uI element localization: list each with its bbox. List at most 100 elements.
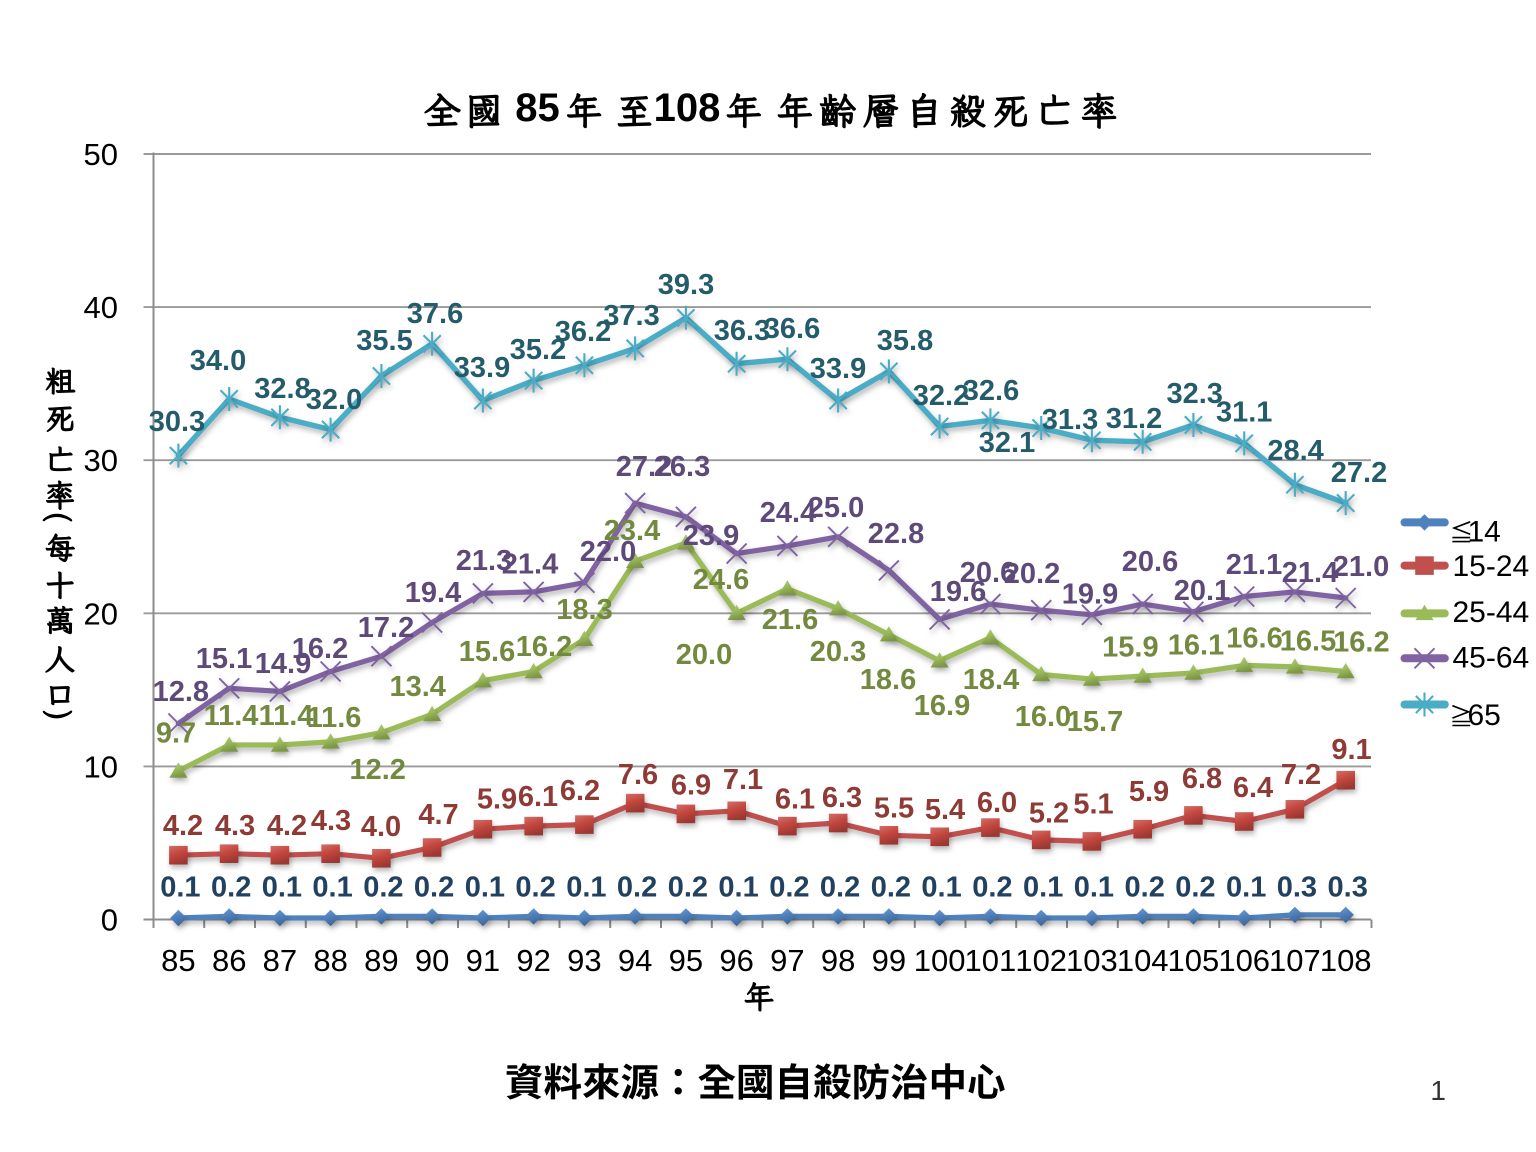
svg-text:28.4: 28.4 [1267, 435, 1323, 467]
svg-text:0: 0 [101, 903, 118, 938]
svg-text:0.1: 0.1 [1226, 872, 1266, 904]
svg-text:100: 100 [914, 943, 966, 978]
svg-text:9.7: 9.7 [156, 718, 196, 750]
svg-text:96: 96 [719, 943, 753, 978]
svg-text:104: 104 [1117, 943, 1169, 978]
svg-text:0.1: 0.1 [160, 872, 200, 904]
svg-text:85: 85 [515, 86, 560, 130]
svg-text:17.2: 17.2 [358, 612, 414, 644]
svg-text:40: 40 [84, 290, 118, 325]
svg-text:0.2: 0.2 [211, 872, 251, 904]
svg-text:20.2: 20.2 [1004, 558, 1060, 590]
svg-text:24.6: 24.6 [693, 564, 749, 596]
svg-text:6.4: 6.4 [1233, 772, 1273, 804]
svg-text:7.2: 7.2 [1281, 759, 1321, 791]
svg-text:30: 30 [84, 443, 118, 478]
svg-text:20.6: 20.6 [1122, 546, 1178, 578]
svg-text:21.4: 21.4 [1282, 557, 1338, 589]
svg-text:89: 89 [364, 943, 398, 978]
svg-text:0.3: 0.3 [1277, 872, 1317, 904]
svg-text:0.2: 0.2 [617, 872, 657, 904]
svg-text:36.3: 36.3 [714, 315, 770, 347]
svg-text:27.2: 27.2 [1331, 457, 1387, 489]
svg-text:18.4: 18.4 [963, 664, 1019, 696]
svg-text:0.3: 0.3 [1328, 872, 1368, 904]
svg-text:33.9: 33.9 [810, 353, 866, 385]
svg-text:12.8: 12.8 [153, 676, 209, 708]
svg-text:45-64: 45-64 [1453, 642, 1530, 675]
svg-text:31.3: 31.3 [1042, 404, 1098, 436]
svg-text:0.1: 0.1 [1023, 872, 1063, 904]
svg-text:4.7: 4.7 [418, 799, 458, 831]
svg-text:32.3: 32.3 [1166, 378, 1222, 410]
svg-text:23.4: 23.4 [604, 515, 660, 547]
svg-text:32.2: 32.2 [913, 380, 969, 412]
svg-text:13.4: 13.4 [389, 671, 445, 703]
svg-text:105: 105 [1168, 943, 1220, 978]
svg-text:4.3: 4.3 [215, 810, 255, 842]
svg-text:50: 50 [84, 137, 118, 172]
svg-text:4.2: 4.2 [163, 810, 203, 842]
svg-text:108: 108 [1320, 943, 1372, 978]
svg-text:86: 86 [212, 943, 246, 978]
svg-text:0.1: 0.1 [566, 872, 606, 904]
svg-text:5.4: 5.4 [925, 794, 965, 826]
svg-text:90: 90 [415, 943, 449, 978]
svg-text:98: 98 [821, 943, 855, 978]
svg-text:27.2: 27.2 [616, 451, 672, 483]
svg-text:20: 20 [84, 596, 118, 631]
svg-text:24.4: 24.4 [760, 497, 816, 529]
svg-text:9.1: 9.1 [1331, 734, 1371, 766]
svg-text:94: 94 [618, 943, 652, 978]
svg-text:10: 10 [84, 749, 118, 784]
svg-text:6.1: 6.1 [775, 784, 815, 816]
svg-text:22.0: 22.0 [580, 536, 636, 568]
svg-text:34.0: 34.0 [190, 345, 246, 377]
svg-text:0.1: 0.1 [921, 872, 961, 904]
svg-text:0.2: 0.2 [972, 872, 1012, 904]
svg-text:12.2: 12.2 [349, 754, 405, 786]
svg-text:0.2: 0.2 [820, 872, 860, 904]
svg-text:15.9: 15.9 [1102, 632, 1158, 664]
svg-text:6.1: 6.1 [518, 781, 558, 813]
svg-text:37.6: 37.6 [407, 298, 463, 330]
svg-text:4.2: 4.2 [267, 810, 307, 842]
svg-text:19.6: 19.6 [930, 576, 986, 608]
svg-text:35.2: 35.2 [510, 334, 566, 366]
svg-text:32.1: 32.1 [979, 427, 1035, 459]
svg-text:31.1: 31.1 [1216, 397, 1272, 429]
svg-text:19.9: 19.9 [1062, 579, 1118, 611]
svg-text:15.1: 15.1 [196, 643, 252, 675]
svg-text:30.3: 30.3 [149, 406, 205, 438]
svg-text:5.9: 5.9 [1129, 776, 1169, 808]
svg-text:4.3: 4.3 [311, 805, 351, 837]
svg-text:91: 91 [466, 943, 500, 978]
svg-text:35.5: 35.5 [356, 325, 412, 357]
svg-text:32.6: 32.6 [963, 375, 1019, 407]
svg-text:0.2: 0.2 [769, 872, 809, 904]
svg-text:20.1: 20.1 [1174, 575, 1230, 607]
svg-text:87: 87 [263, 943, 297, 978]
svg-text:14: 14 [1468, 515, 1501, 548]
svg-text:108: 108 [654, 86, 721, 130]
svg-text:15.6: 15.6 [459, 636, 515, 668]
svg-text:0.1: 0.1 [465, 872, 505, 904]
svg-text:15-24: 15-24 [1453, 550, 1530, 583]
svg-text:1: 1 [1430, 1075, 1446, 1106]
svg-text:31.2: 31.2 [1106, 403, 1162, 435]
svg-text:6.8: 6.8 [1182, 763, 1222, 795]
svg-text:22.8: 22.8 [868, 518, 924, 550]
svg-text:35.8: 35.8 [877, 325, 933, 357]
svg-text:7.1: 7.1 [723, 764, 763, 796]
svg-text:33.9: 33.9 [454, 352, 510, 384]
svg-text:6.2: 6.2 [560, 775, 600, 807]
svg-text:32.0: 32.0 [306, 384, 362, 416]
svg-text:25.0: 25.0 [808, 492, 864, 524]
svg-text:21.0: 21.0 [1333, 551, 1389, 583]
svg-text:88: 88 [313, 943, 347, 978]
svg-text:6.3: 6.3 [822, 782, 862, 814]
svg-text:21.4: 21.4 [502, 549, 558, 581]
svg-text:18.3: 18.3 [556, 594, 612, 626]
svg-text:0.2: 0.2 [871, 872, 911, 904]
svg-text:21.3: 21.3 [456, 545, 512, 577]
